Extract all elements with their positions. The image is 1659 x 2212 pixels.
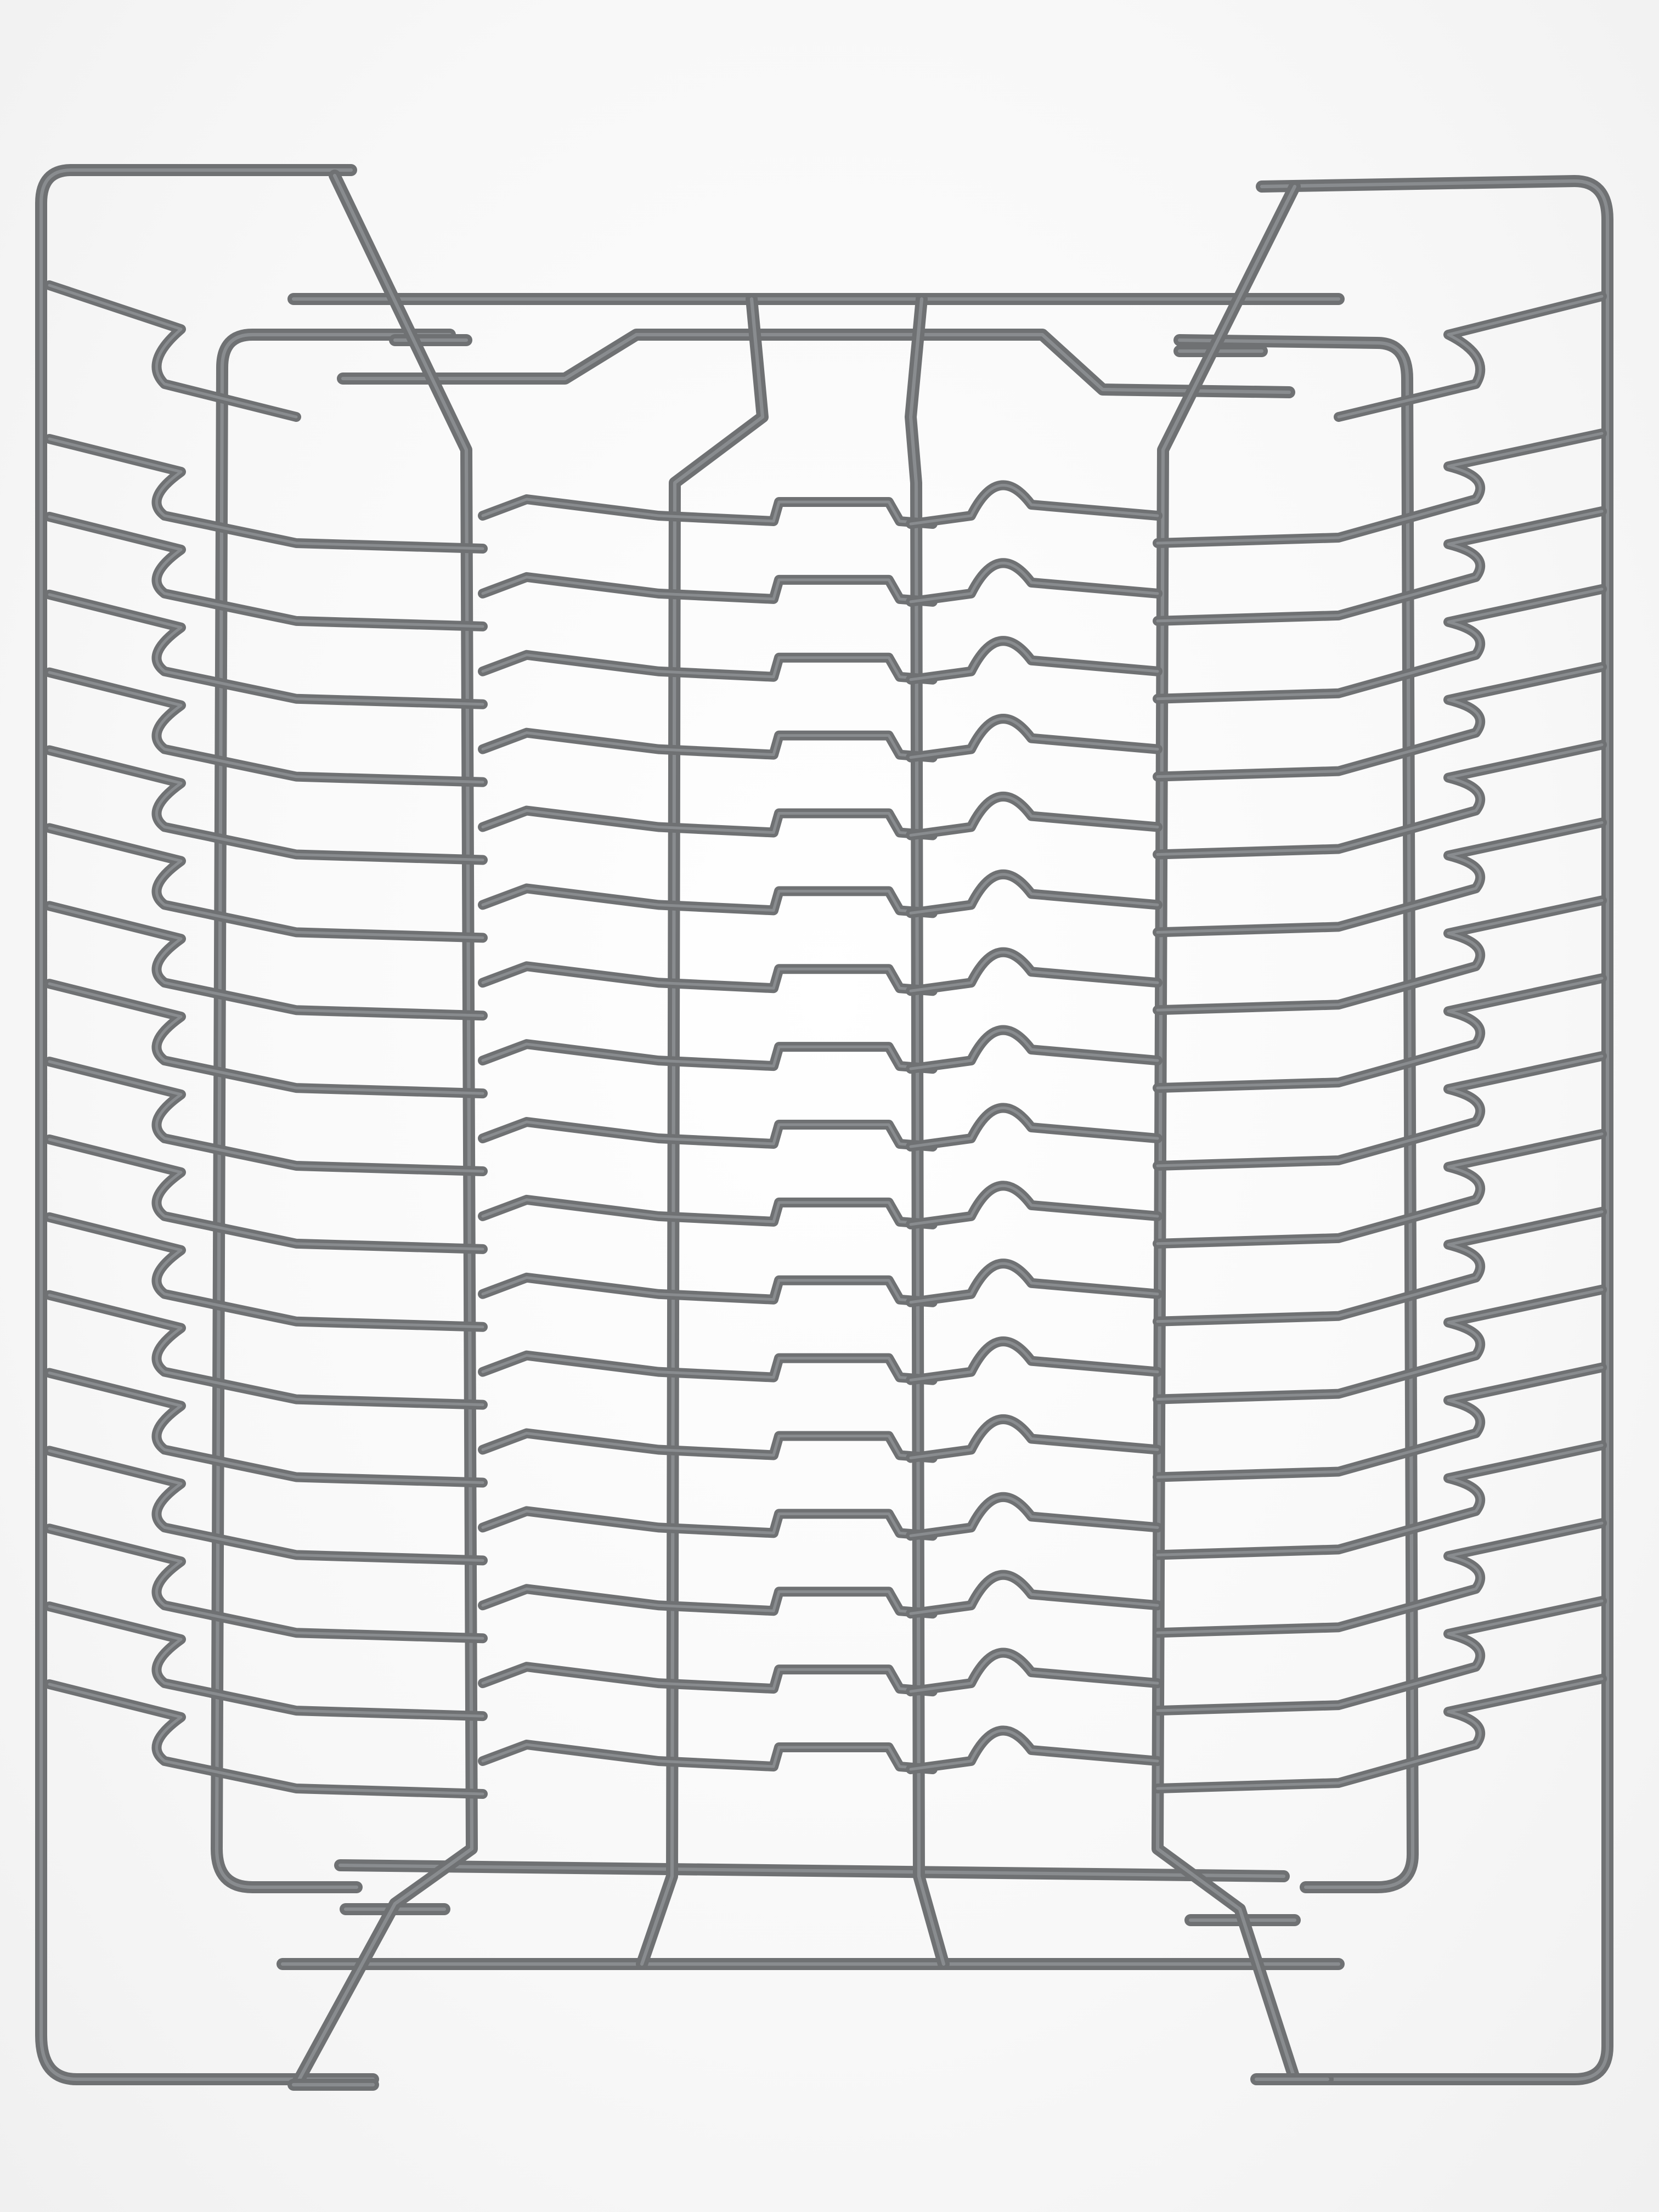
tine-right-12-highlight [1156,1288,1604,1401]
tine-center-4-highlight [481,731,934,759]
tine-left-10-highlight [48,1138,484,1251]
tine-right-2-highlight [1156,510,1604,623]
center-spine-left [636,293,769,1970]
brace-right-highlight [1155,184,1297,2081]
tine-bump-12-highlight [909,1340,1159,1382]
tine-left-14-highlight [48,1449,484,1562]
tine-left-6-highlight [48,826,484,939]
tine-center-8-highlight [481,1042,934,1070]
tine-right-1-highlight [1156,432,1604,545]
tine-right-11-highlight [1156,1210,1604,1323]
tine-right-9-highlight [1156,1054,1604,1167]
outer-frame-right-highlight [1260,179,1610,2081]
bottom-rail-inner-highlight [338,1863,1286,1878]
brace-right [1152,180,1301,2085]
tine-right-14-highlight [1156,1443,1604,1556]
tine-center-15-highlight [481,1587,934,1615]
top-rail-inner [337,329,1295,398]
tine-bump-15-highlight [909,1573,1159,1615]
brace-left-highlight [294,173,474,2087]
tine-center-5-highlight [481,809,934,837]
top-rail-inner-highlight [341,332,1291,394]
brace-left [290,170,478,2091]
tine-left-16-highlight [48,1605,484,1718]
tine-center-17-highlight [481,1743,934,1771]
tine-right-10-highlight [1156,1132,1604,1245]
tine-center-7-highlight [481,964,934,992]
center-spine-right-highlight [909,297,946,1966]
tine-right-17-highlight [1156,1677,1604,1790]
tine-center-13-highlight [481,1431,934,1460]
top-loop-left-highlight [48,284,298,419]
tine-bump-7-highlight [909,951,1159,992]
tine-left-8-highlight [48,982,484,1095]
tine-left-11-highlight [48,1216,484,1329]
top-loop-right [1334,291,1607,422]
tine-right-3-highlight [1156,588,1604,701]
inner-frame-left [211,329,456,1893]
center-spine-left-highlight [640,297,765,1966]
tine-right-15-highlight [1156,1521,1604,1634]
tine-bump-14-highlight [909,1496,1159,1537]
inner-frame-left-highlight [215,332,452,1889]
tine-center-12-highlight [481,1354,934,1382]
tine-left-9-highlight [48,1060,484,1173]
tine-center-1-highlight [481,498,934,526]
top-loop-left [44,280,301,422]
tine-bump-17-highlight [909,1729,1159,1771]
tine-right-4-highlight [1156,665,1604,778]
outer-frame-left-highlight [39,168,375,2081]
tine-center-16-highlight [481,1665,934,1693]
tine-bump-8-highlight [909,1029,1159,1070]
tine-center-10-highlight [481,1198,934,1226]
tine-center-2-highlight [481,575,934,603]
tine-bump-9-highlight [909,1106,1159,1148]
tine-left-12-highlight [48,1294,484,1407]
tine-left-4-highlight [48,671,484,784]
top-loop-right-highlight [1337,295,1604,419]
tine-bump-6-highlight [909,873,1159,915]
tine-bump-13-highlight [909,1418,1159,1460]
inner-frame-right-highlight [1177,338,1415,1889]
tine-left-3-highlight [48,593,484,706]
tine-bump-2-highlight [909,561,1159,603]
tine-left-13-highlight [48,1371,484,1485]
tine-right-5-highlight [1156,743,1604,856]
tine-bump-1-highlight [909,483,1159,526]
tine-left-2-highlight [48,515,484,628]
tine-center-9-highlight [481,1120,934,1148]
tine-bump-10-highlight [909,1184,1159,1226]
tine-left-7-highlight [48,904,484,1017]
tine-center-14-highlight [481,1509,934,1537]
tine-center-11-highlight [481,1276,934,1304]
tine-bump-4-highlight [909,717,1159,759]
tine-bump-16-highlight [909,1651,1159,1693]
tine-bump-11-highlight [909,1262,1159,1304]
tine-right-8-highlight [1156,977,1604,1090]
tine-center-3-highlight [481,653,934,681]
tine-left-15-highlight [48,1527,484,1640]
tine-left-5-highlight [48,748,484,862]
tine-bump-3-highlight [909,639,1159,681]
tine-right-13-highlight [1156,1365,1604,1479]
tine-right-7-highlight [1156,899,1604,1012]
tine-left-1-highlight [48,437,484,550]
tine-right-6-highlight [1156,821,1604,934]
tine-bump-5-highlight [909,795,1159,837]
tine-center-6-highlight [481,887,934,915]
inner-frame-right [1173,334,1419,1893]
tine-right-16-highlight [1156,1599,1604,1712]
tine-left-17-highlight [48,1683,484,1796]
